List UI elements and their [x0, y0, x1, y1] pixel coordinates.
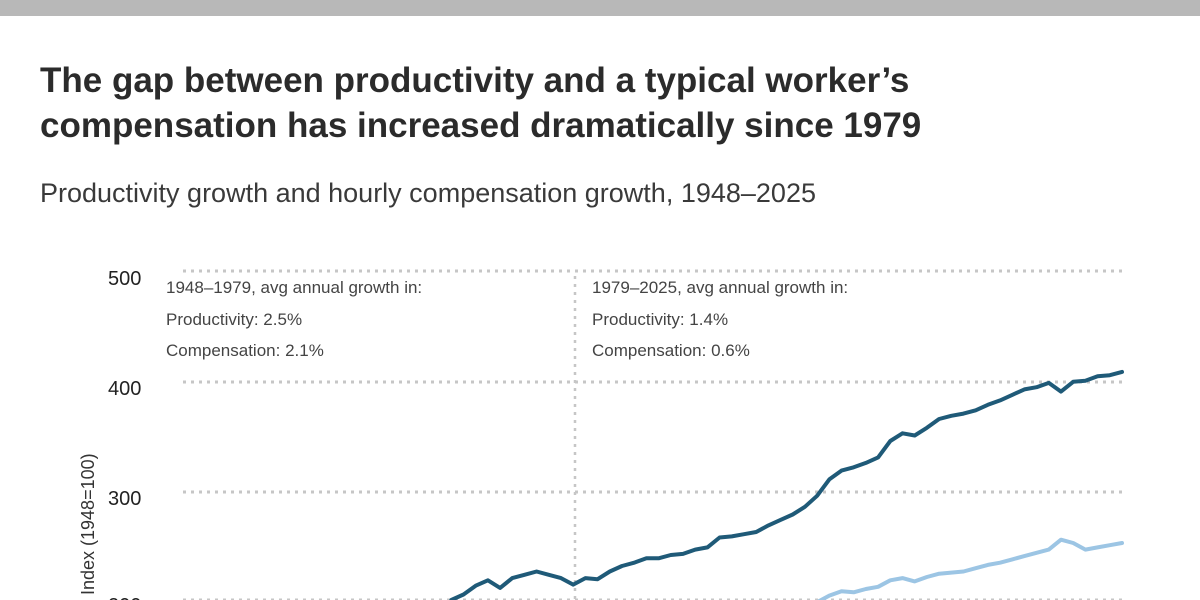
y-axis: 500 400 300 200: [108, 268, 141, 600]
chart-title: The gap between productivity and a typic…: [40, 58, 1160, 148]
chart-title-line-2: compensation has increased dramatically …: [40, 106, 922, 145]
annotation-compensation-2: Compensation: 0.6%: [592, 341, 750, 360]
y-tick-label-400: 400: [108, 378, 141, 400]
chart-title-line-1: The gap between productivity and a typic…: [40, 61, 910, 100]
series-line-productivity: [449, 369, 1124, 600]
y-tick-label-500: 500: [108, 268, 141, 290]
annotation-period-1: 1948–1979, avg annual growth in:: [166, 278, 422, 297]
chart-subtitle: Productivity growth and hourly compensat…: [40, 178, 816, 208]
annotation-productivity-2: Productivity: 1.4%: [592, 310, 728, 329]
annotation-compensation-1: Compensation: 2.1%: [166, 341, 324, 360]
y-tick-label-200: 200: [108, 595, 141, 600]
annotation-1948-1979: 1948–1979, avg annual growth in: Product…: [166, 278, 422, 360]
annotation-1979-2025: 1979–2025, avg annual growth in: Product…: [592, 278, 848, 360]
top-bar: [0, 0, 1200, 16]
y-axis-label: Index (1948=100): [78, 453, 98, 595]
y-tick-label-300: 300: [108, 488, 141, 510]
series-layer: [449, 369, 1124, 600]
series-line-compensation: [816, 537, 1124, 600]
annotation-productivity-1: Productivity: 2.5%: [166, 310, 302, 329]
annotation-period-2: 1979–2025, avg annual growth in:: [592, 278, 848, 297]
